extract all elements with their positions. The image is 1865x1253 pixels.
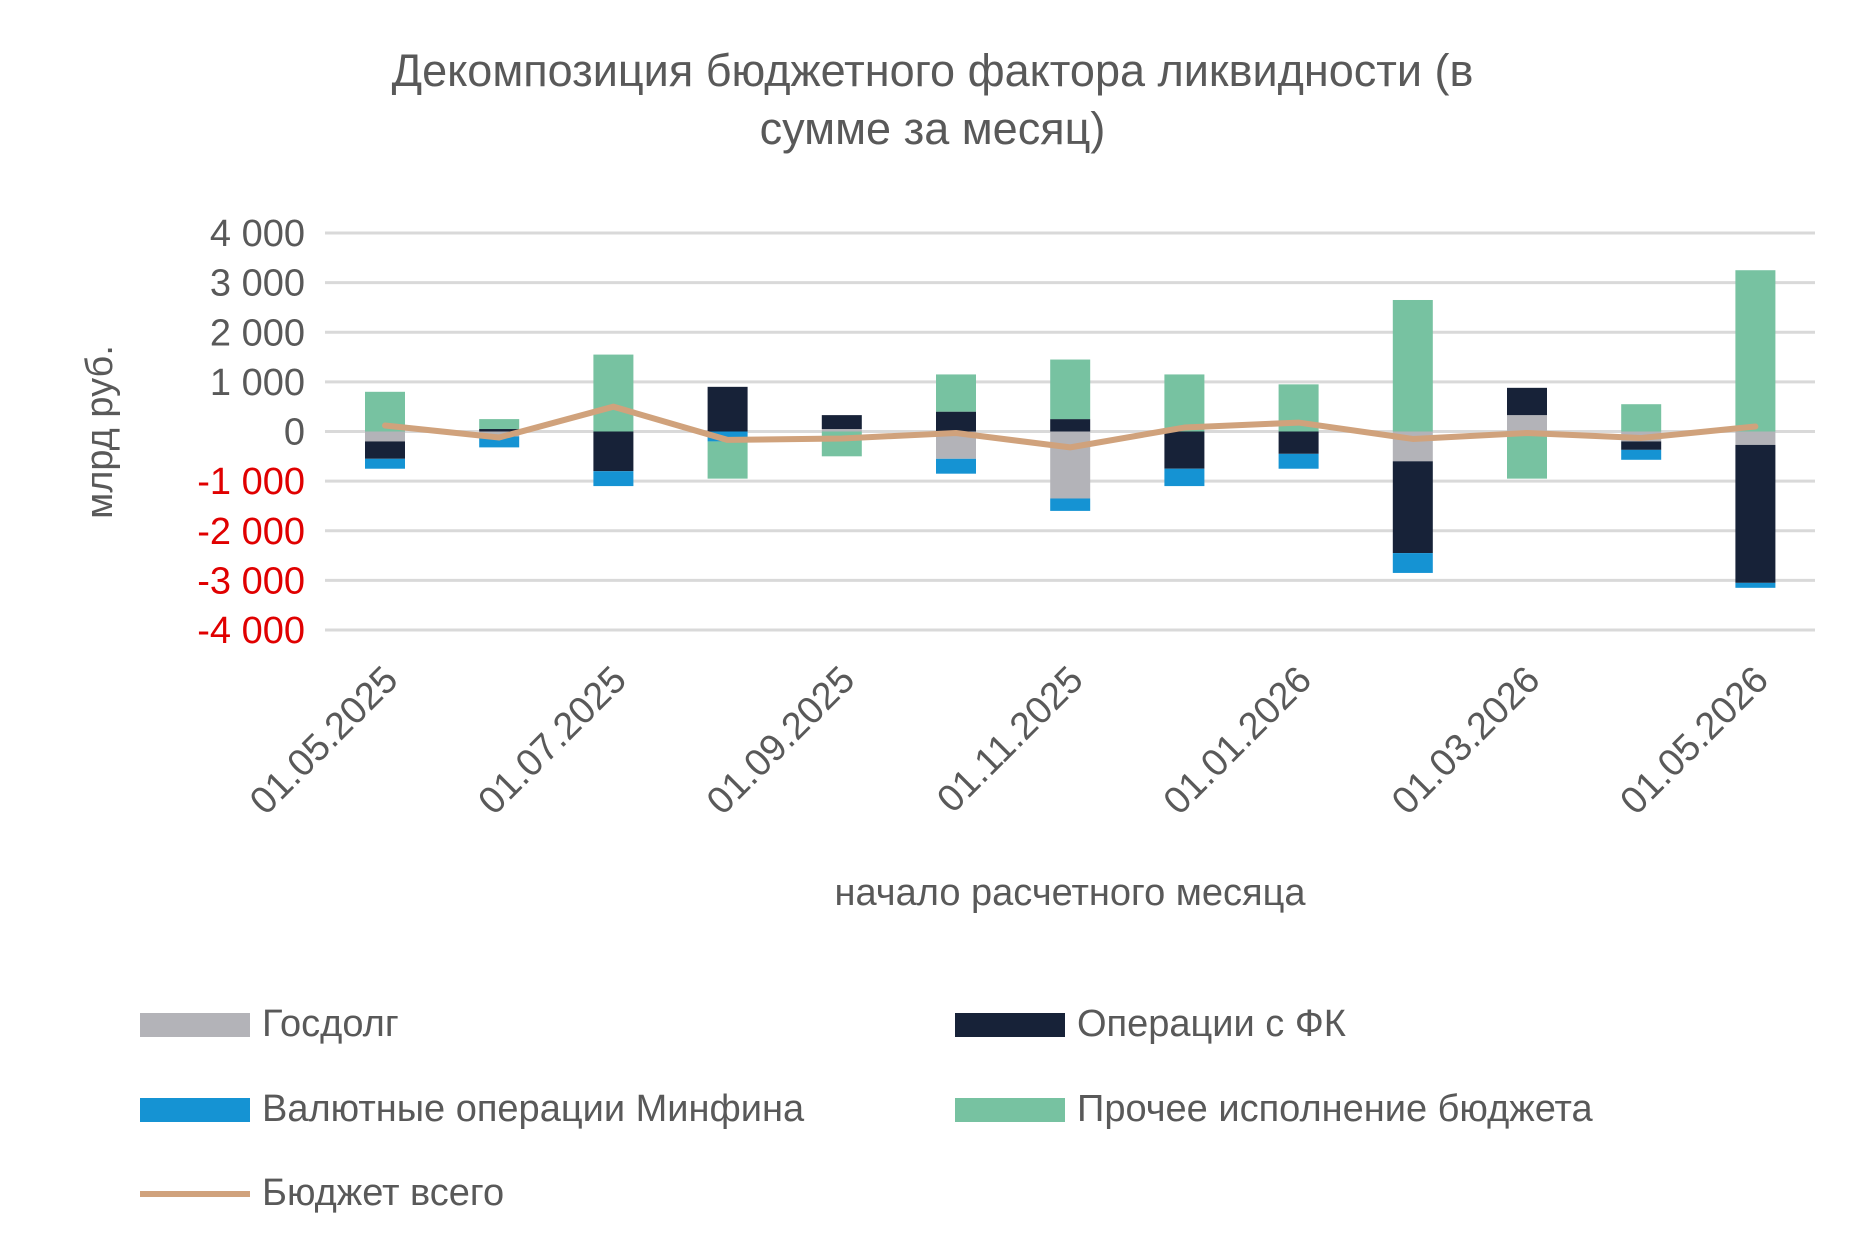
bar-segment	[479, 431, 520, 437]
bar-segment	[1278, 453, 1319, 469]
bar-segment	[1621, 441, 1662, 450]
bar-segment	[479, 429, 520, 432]
bar-segment	[1392, 461, 1433, 554]
y-tick-label: -3 000	[197, 560, 305, 602]
bar-segment	[479, 419, 520, 430]
bar-segment	[1392, 299, 1433, 432]
bar-segment	[593, 354, 634, 432]
bar-segment	[1735, 582, 1776, 588]
x-tick-label: 01.01.2026	[1156, 659, 1320, 823]
bar-segment	[365, 431, 405, 442]
bar-segment	[1507, 415, 1547, 432]
bar-segment	[936, 411, 976, 432]
bar-segment	[1735, 444, 1776, 583]
bar-segment	[1621, 404, 1662, 432]
bar-segment	[821, 415, 862, 430]
bar-segment	[1507, 431, 1547, 479]
y-tick-label: -4 000	[197, 610, 305, 652]
bar-segment	[1050, 419, 1091, 432]
y-tick-label: 2 000	[210, 312, 305, 354]
bar-segment	[1735, 431, 1776, 445]
bar-segment	[479, 436, 520, 448]
bar-segment	[1164, 431, 1205, 469]
bar-segment	[936, 458, 976, 474]
bar-segment	[593, 431, 634, 472]
y-tick-label: 3 000	[210, 263, 305, 305]
budget-total-line	[382, 403, 1759, 451]
bar-segment	[365, 458, 405, 469]
bar-segment	[821, 429, 862, 432]
bar-segment	[1164, 468, 1205, 487]
bars	[365, 270, 1776, 588]
bar-segment	[365, 441, 405, 459]
gridlines	[325, 231, 1815, 632]
x-tick-label: 01.07.2025	[471, 659, 635, 823]
bar-segment	[1507, 387, 1547, 416]
bar-segment	[1278, 431, 1319, 454]
y-axis-label: млрд руб.	[79, 345, 121, 519]
bar-segment	[707, 386, 748, 432]
bar-segment	[1164, 374, 1205, 432]
y-tick-label: 4 000	[210, 213, 305, 255]
bar-segment	[593, 471, 634, 487]
y-tick-label: -2 000	[197, 511, 305, 553]
y-tick-label: -1 000	[197, 461, 305, 503]
x-tick-label: 01.05.2026	[1613, 659, 1777, 823]
y-tick-label: 1 000	[210, 362, 305, 404]
x-tick-label: 01.05.2025	[242, 659, 406, 823]
bar-segment	[1735, 270, 1776, 432]
chart-title-line-1: Декомпозиция бюджетного фактора ликвидно…	[391, 45, 1474, 96]
bar-segment	[1621, 449, 1662, 460]
bar-segment	[1392, 553, 1433, 573]
chart-title-line-2: сумме за месяц)	[759, 103, 1106, 154]
total-line	[382, 403, 1759, 451]
bar-segment	[1050, 431, 1091, 499]
y-tick-label: 0	[284, 412, 305, 454]
x-axis-label: начало расчетного месяца	[835, 872, 1307, 914]
x-tick-label: 01.09.2025	[699, 659, 863, 823]
x-tick-label: 01.11.2025	[929, 659, 1091, 821]
x-tick-label: 01.03.2026	[1384, 659, 1548, 823]
x-axis-ticks: 01.05.2025 01.07.2025 01.09.2025 01.11.2025…	[242, 659, 1777, 823]
chart-title: Декомпозиция бюджетного фактора ликвидно…	[0, 42, 1865, 158]
bar-segment	[707, 441, 748, 479]
bar-segment	[936, 374, 976, 412]
bar-segment	[707, 431, 748, 442]
bar-segment	[1050, 498, 1091, 511]
bar-segment	[1050, 359, 1091, 420]
y-axis-ticks: 4 000 3 000 2 000 1 000 0 -1 000 -2 000 -3 000 -…	[197, 213, 305, 652]
